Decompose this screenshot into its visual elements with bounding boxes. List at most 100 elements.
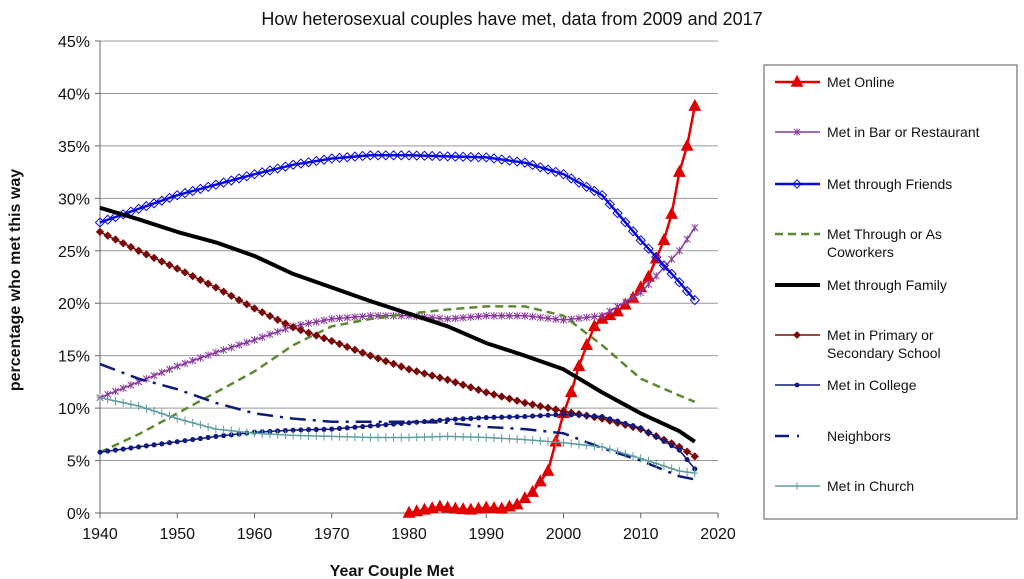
star-marker bbox=[305, 319, 313, 328]
diamond-marker bbox=[505, 394, 514, 403]
dot-marker bbox=[151, 442, 157, 448]
plus-marker bbox=[653, 459, 660, 468]
diamond-marker bbox=[250, 304, 259, 313]
diamond-marker bbox=[551, 405, 560, 414]
plus-marker bbox=[629, 451, 637, 461]
dot-marker bbox=[599, 413, 605, 420]
dot-marker bbox=[645, 429, 652, 436]
diamond-marker bbox=[343, 342, 352, 352]
star-marker bbox=[459, 313, 467, 322]
dot-marker bbox=[522, 413, 528, 420]
open-diamond-marker bbox=[666, 268, 677, 280]
diamond-marker bbox=[327, 336, 336, 346]
triangle-marker bbox=[541, 463, 555, 476]
diamond-marker bbox=[265, 311, 275, 321]
triangle-marker bbox=[680, 138, 694, 151]
star-marker bbox=[181, 359, 189, 368]
legend-swatch bbox=[775, 74, 820, 87]
plus-marker bbox=[568, 439, 575, 448]
diamond-marker bbox=[528, 400, 537, 409]
diamond-marker bbox=[180, 268, 190, 277]
dot-marker bbox=[197, 435, 203, 442]
star-marker bbox=[351, 313, 359, 321]
dot-marker bbox=[794, 382, 800, 388]
diamond-marker bbox=[273, 315, 282, 324]
dot-marker bbox=[166, 440, 173, 446]
diamond-marker bbox=[373, 354, 383, 363]
dot-marker bbox=[213, 433, 219, 439]
x-tick-label: 1970 bbox=[314, 526, 350, 543]
plus-marker bbox=[614, 447, 621, 456]
dot-marker bbox=[298, 427, 304, 433]
star-marker bbox=[606, 307, 614, 316]
open-diamond-marker bbox=[612, 208, 623, 219]
legend-swatch bbox=[775, 331, 820, 339]
plus-marker bbox=[552, 437, 559, 447]
y-tick-label: 20% bbox=[58, 296, 90, 313]
star-marker bbox=[258, 333, 266, 342]
plus-marker bbox=[668, 464, 675, 473]
triangle-marker bbox=[526, 484, 539, 497]
dot-marker bbox=[367, 423, 373, 429]
plus-marker bbox=[513, 434, 521, 444]
series-line bbox=[408, 105, 697, 515]
open-diamond-marker bbox=[442, 151, 453, 162]
open-diamond-marker bbox=[627, 226, 639, 237]
diamond-marker bbox=[242, 300, 251, 309]
triangle-marker bbox=[433, 499, 447, 512]
triangle-marker bbox=[790, 74, 804, 87]
plus-marker bbox=[560, 438, 567, 447]
plus-marker bbox=[344, 432, 351, 442]
y-tick-label: 0% bbox=[67, 506, 90, 523]
open-diamond-marker bbox=[141, 200, 152, 212]
diamond-marker bbox=[227, 291, 236, 301]
dot-marker bbox=[460, 416, 466, 422]
grid bbox=[100, 40, 718, 462]
open-diamond-marker bbox=[566, 173, 577, 184]
star-marker bbox=[235, 341, 243, 349]
open-diamond-marker bbox=[473, 152, 484, 163]
series-met-in-college bbox=[97, 411, 698, 472]
legend-label: Neighbors bbox=[827, 428, 891, 444]
plus-marker bbox=[436, 432, 444, 441]
legend-label: Met Through or As bbox=[827, 226, 942, 242]
diamond-marker bbox=[412, 367, 421, 376]
star-marker bbox=[637, 288, 645, 297]
dot-marker bbox=[560, 411, 567, 417]
diamond-marker bbox=[296, 325, 306, 335]
dot-marker bbox=[336, 425, 343, 432]
star-marker bbox=[513, 311, 521, 320]
plus-marker bbox=[428, 432, 436, 442]
open-diamond-marker bbox=[651, 251, 662, 263]
plus-marker bbox=[506, 434, 513, 443]
star-marker bbox=[335, 314, 344, 323]
dot-marker bbox=[159, 441, 165, 447]
open-diamond-marker bbox=[334, 152, 345, 164]
open-diamond-marker bbox=[550, 166, 561, 178]
diamond-marker bbox=[111, 235, 120, 244]
plus-marker bbox=[645, 456, 652, 466]
dot-marker bbox=[499, 414, 505, 420]
dot-marker bbox=[491, 414, 497, 420]
open-diamond-marker bbox=[218, 177, 229, 188]
dot-marker bbox=[475, 415, 482, 421]
plus-marker bbox=[622, 449, 629, 459]
star-marker bbox=[312, 318, 320, 326]
series-met-in-church bbox=[96, 393, 699, 478]
legend-label: Met Online bbox=[827, 74, 895, 90]
star-marker bbox=[320, 316, 328, 325]
diamond-marker bbox=[543, 403, 553, 413]
plus-marker bbox=[583, 441, 590, 450]
plus-marker bbox=[382, 433, 390, 442]
y-tick-label: 40% bbox=[58, 86, 90, 103]
dot-marker bbox=[591, 413, 597, 419]
x-tick-label: 2000 bbox=[546, 526, 582, 543]
triangle-marker bbox=[448, 501, 462, 514]
open-diamond-marker bbox=[504, 155, 515, 166]
dot-marker bbox=[545, 412, 551, 418]
star-marker bbox=[204, 351, 212, 360]
open-diamond-marker bbox=[581, 181, 592, 192]
open-diamond-marker bbox=[419, 150, 430, 161]
diamond-marker bbox=[211, 283, 221, 292]
diamond-marker bbox=[312, 331, 321, 340]
